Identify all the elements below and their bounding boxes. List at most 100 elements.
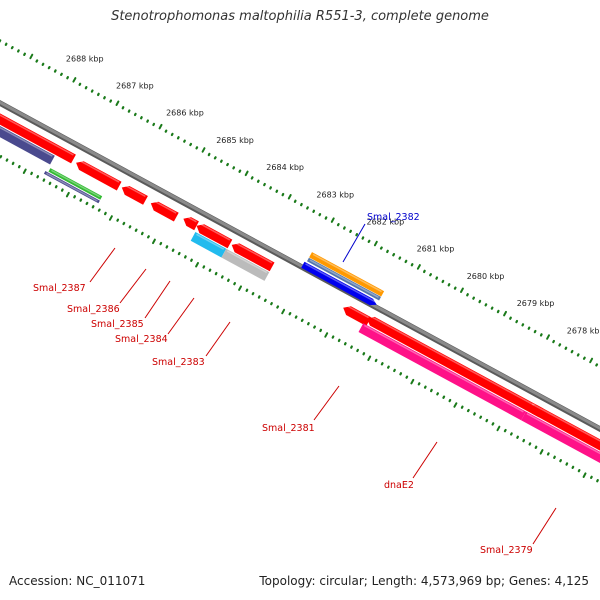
leader-line	[119, 268, 147, 304]
minor-tick	[570, 349, 574, 354]
minor-tick	[380, 362, 384, 366]
gene-smal-2381	[343, 304, 372, 326]
minor-tick	[122, 221, 126, 226]
gene-smal-2387-green	[48, 168, 103, 200]
gene-smal-2387-purple	[0, 125, 55, 165]
minor-tick	[595, 363, 599, 367]
minor-tick	[534, 445, 538, 449]
minor-tick	[324, 216, 328, 220]
minor-tick	[577, 469, 581, 473]
minor-tick	[509, 316, 512, 320]
leader-line	[167, 297, 195, 335]
minor-tick	[318, 213, 322, 217]
tick-label: 2686 kbp	[166, 109, 204, 118]
minor-tick	[539, 333, 543, 337]
minor-tick	[294, 315, 298, 319]
gene-smal-2382-orange-body	[309, 252, 385, 297]
major-tick	[29, 53, 34, 60]
major-tick	[416, 264, 421, 270]
minor-tick	[195, 146, 199, 150]
minor-tick	[460, 405, 464, 409]
gene-smal-2379-red-body	[528, 404, 600, 451]
minor-tick	[53, 69, 57, 73]
minor-tick	[386, 249, 389, 254]
map-title: Stenotrophomonas maltophilia R551-3, com…	[111, 9, 489, 24]
minor-tick	[510, 432, 513, 436]
minor-tick	[553, 455, 556, 459]
minor-tick	[466, 293, 469, 297]
minor-tick	[184, 255, 187, 259]
minor-tick	[165, 245, 169, 249]
major-tick	[410, 378, 415, 385]
minor-tick	[30, 171, 33, 176]
minor-tick	[263, 298, 267, 302]
leader-line	[205, 321, 231, 357]
minor-tick	[233, 282, 236, 286]
minor-tick	[516, 435, 520, 439]
genome-stats-text: Topology: circular; Length: 4,573,969 bp…	[259, 574, 589, 588]
minor-tick	[423, 385, 427, 389]
gene-smal-2383-small-highlight	[186, 215, 197, 223]
gene-label-group-3: Smal_2384	[115, 297, 195, 345]
minor-tick	[147, 235, 150, 239]
gene-smal-2381-body	[343, 306, 372, 326]
minor-tick	[404, 259, 408, 264]
minor-tick	[435, 276, 439, 280]
minor-tick	[319, 328, 323, 333]
minor-tick	[251, 292, 255, 296]
minor-tick	[35, 59, 39, 63]
gene-smal-2383-cyan	[190, 232, 227, 258]
minor-tick	[484, 303, 488, 307]
major-tick	[108, 215, 113, 221]
major-tick	[330, 217, 335, 223]
minor-tick	[78, 82, 82, 87]
major-tick	[503, 310, 507, 317]
gene-smal-2387-purple-small	[43, 171, 100, 204]
minor-tick	[133, 112, 137, 117]
gene-smal-2382-orange	[309, 252, 385, 297]
major-tick	[582, 472, 587, 478]
minor-tick	[491, 422, 495, 426]
gene-smal-2379-magenta-highlight	[526, 413, 600, 455]
minor-tick	[515, 319, 519, 324]
tick-label: 2680 kbp	[467, 272, 505, 281]
gene-smal-2385-highlight	[124, 184, 146, 198]
minor-tick	[269, 186, 272, 190]
minor-tick	[521, 323, 525, 327]
gene-smal-2387-purple-small-body	[43, 171, 100, 204]
minor-tick	[522, 438, 526, 443]
minor-tick	[582, 356, 586, 360]
minor-tick	[245, 288, 249, 292]
gene-smal-2381-highlight	[346, 304, 369, 319]
minor-tick	[343, 342, 347, 346]
minor-tick	[417, 382, 421, 386]
gene-label-group-1: Smal_2386	[67, 268, 147, 315]
minor-tick	[232, 166, 236, 170]
gene-label: Smal_2384	[115, 334, 168, 345]
gene-smal-2387-purple-small-highlight	[46, 172, 98, 202]
minor-tick	[66, 75, 70, 80]
minor-tick	[127, 109, 131, 113]
gene-smal-2383-grey	[221, 248, 270, 281]
minor-tick	[146, 119, 149, 123]
gene-smal-2383-cyan-highlight	[196, 233, 225, 250]
gene-smal-2386-highlight	[79, 159, 120, 183]
minor-tick	[337, 338, 341, 343]
minor-tick	[189, 142, 193, 147]
minor-tick	[478, 299, 482, 304]
leader-line	[532, 507, 557, 545]
gene-smal-2385-body	[121, 186, 148, 205]
minor-tick	[361, 236, 365, 240]
minor-tick	[398, 256, 402, 260]
minor-tick	[226, 162, 229, 167]
gene-label-group-2: Smal_2385	[91, 280, 171, 330]
minor-tick	[270, 302, 273, 306]
minor-tick	[405, 375, 409, 379]
gene-smal-2383-small-body	[183, 217, 199, 231]
tick-label: 2678 kbp	[567, 326, 600, 335]
minor-tick	[533, 329, 537, 334]
gene-smal-2387-green-highlight	[51, 169, 101, 198]
gene-smal-2383-grey-body	[221, 248, 270, 281]
minor-tick	[552, 339, 556, 344]
minor-tick	[164, 129, 168, 133]
